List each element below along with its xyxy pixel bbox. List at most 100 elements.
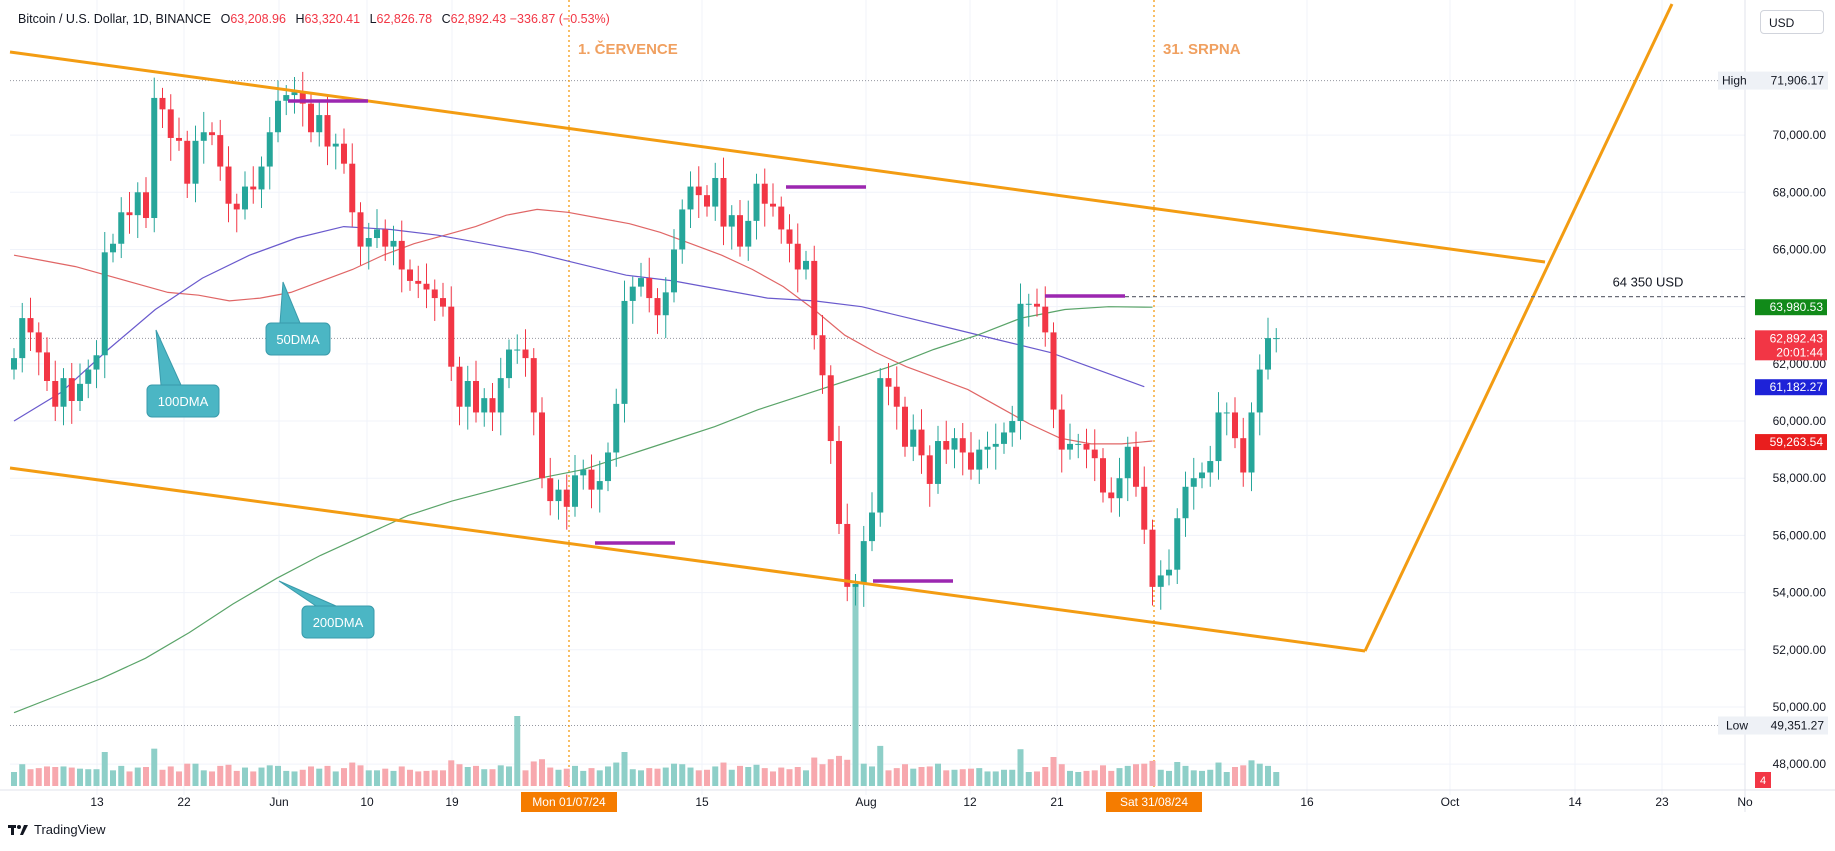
candle-body (547, 478, 554, 502)
volume-bar (968, 768, 974, 786)
candle-body (398, 240, 405, 270)
change-value: −336.87 (−0.53%) (509, 12, 610, 26)
volume-bar (1001, 769, 1007, 786)
volume-bar (374, 770, 380, 786)
volume-bar (844, 759, 851, 786)
candle-body (869, 512, 875, 542)
volume-bar (167, 766, 174, 786)
volume-bar (35, 768, 42, 786)
candle-body (1182, 486, 1189, 519)
volume-bar (93, 769, 100, 786)
ma50-price-label-bg (1755, 434, 1827, 451)
candle-body (935, 441, 941, 484)
ma50-price-label: 59,263.54 (1770, 435, 1824, 449)
candle-body (464, 380, 471, 407)
volume-bar (1009, 769, 1016, 786)
volume-bar (1017, 749, 1024, 786)
candle-body (308, 103, 314, 133)
candle-body (242, 186, 248, 210)
volume-bar (530, 761, 537, 786)
volume-bar (1100, 765, 1106, 786)
volume-bar (52, 767, 59, 786)
volume-bar (902, 764, 908, 786)
volume-bar (357, 765, 364, 786)
volume-bar (390, 770, 397, 786)
volume-bar (316, 768, 323, 786)
candle-body (1133, 446, 1139, 487)
high-value: 63,320.41 (304, 12, 361, 26)
callout-100dma-label: 100DMA (158, 394, 209, 409)
close-value: 62,892.43 (450, 12, 507, 26)
candle-body (415, 280, 422, 284)
footer-brand[interactable]: TradingView (8, 822, 106, 837)
volume-bar (143, 767, 149, 786)
volume-bar (877, 745, 884, 786)
volume-bar (192, 763, 199, 786)
volume-bar (464, 767, 471, 786)
time-tick-label: 21 (1050, 795, 1064, 809)
candle-body (27, 318, 34, 333)
symbol-title: Bitcoin / U.S. Dollar, 1D, BINANCE (18, 12, 212, 26)
candle-body (926, 455, 933, 484)
candle-body (1067, 443, 1073, 450)
volume-bar (497, 765, 504, 786)
callout-200dma-box (301, 605, 375, 639)
candle-body (893, 386, 900, 407)
candle-body (365, 238, 372, 247)
volume-bar (704, 769, 710, 786)
candle-body (1116, 478, 1123, 499)
volume-bar (1108, 770, 1115, 786)
volume-bar (803, 770, 809, 786)
candle-body (530, 358, 537, 413)
candle-body (143, 192, 149, 219)
candle-body (431, 289, 438, 299)
volume-bar (778, 767, 785, 786)
volume-bar (893, 768, 900, 786)
volume-bar (225, 764, 232, 786)
candle-body (1223, 412, 1230, 414)
volume-bar (176, 771, 182, 786)
volume-bar (1248, 760, 1255, 786)
volume-bar (572, 765, 578, 786)
volume-bar (1223, 772, 1230, 786)
candle-body (390, 240, 397, 247)
currency-button[interactable]: USD (1760, 10, 1824, 34)
price-tick-label: 60,000.00 (1773, 414, 1827, 428)
time-box-bg (521, 792, 617, 812)
volume-bar (1083, 770, 1090, 786)
time-box-label: Mon 01/07/24 (532, 795, 606, 809)
volume-bar (68, 767, 75, 786)
candle-body (35, 332, 42, 353)
ma100-price-label-bg (1755, 379, 1827, 396)
time-tick-label: Oct (1441, 795, 1460, 809)
volume-bar (291, 771, 298, 786)
volume-bar (629, 769, 636, 786)
volume-bar (209, 771, 215, 786)
callout-50dma-box (265, 322, 331, 356)
time-tick-label: 15 (695, 795, 709, 809)
candle-body (101, 252, 108, 356)
candle-body (1273, 338, 1280, 340)
volume-bar (926, 766, 933, 786)
vline-label-july: 1. ČERVENCE (578, 40, 678, 58)
callout-50dma-label: 50DMA (276, 332, 320, 347)
candle-body (836, 441, 842, 524)
volume-bar (671, 763, 677, 786)
volume-bar (959, 769, 966, 786)
volume-bar (1124, 765, 1131, 786)
callout-50dma-pointer (279, 281, 301, 324)
ma200-line (13, 306, 1153, 714)
volume-bar (580, 770, 587, 786)
low-label: L (369, 12, 377, 26)
candle-body (1174, 518, 1181, 570)
volume-bar (588, 768, 595, 786)
volume-bar (1256, 763, 1263, 786)
volume-bar (737, 765, 743, 786)
volume-bar (539, 759, 545, 786)
high-label-bg (1718, 71, 1828, 90)
time-box-label: Sat 31/08/24 (1120, 795, 1188, 809)
candle-body (357, 212, 364, 247)
time-tick-label: 14 (1568, 795, 1582, 809)
candle-body (1034, 303, 1040, 307)
